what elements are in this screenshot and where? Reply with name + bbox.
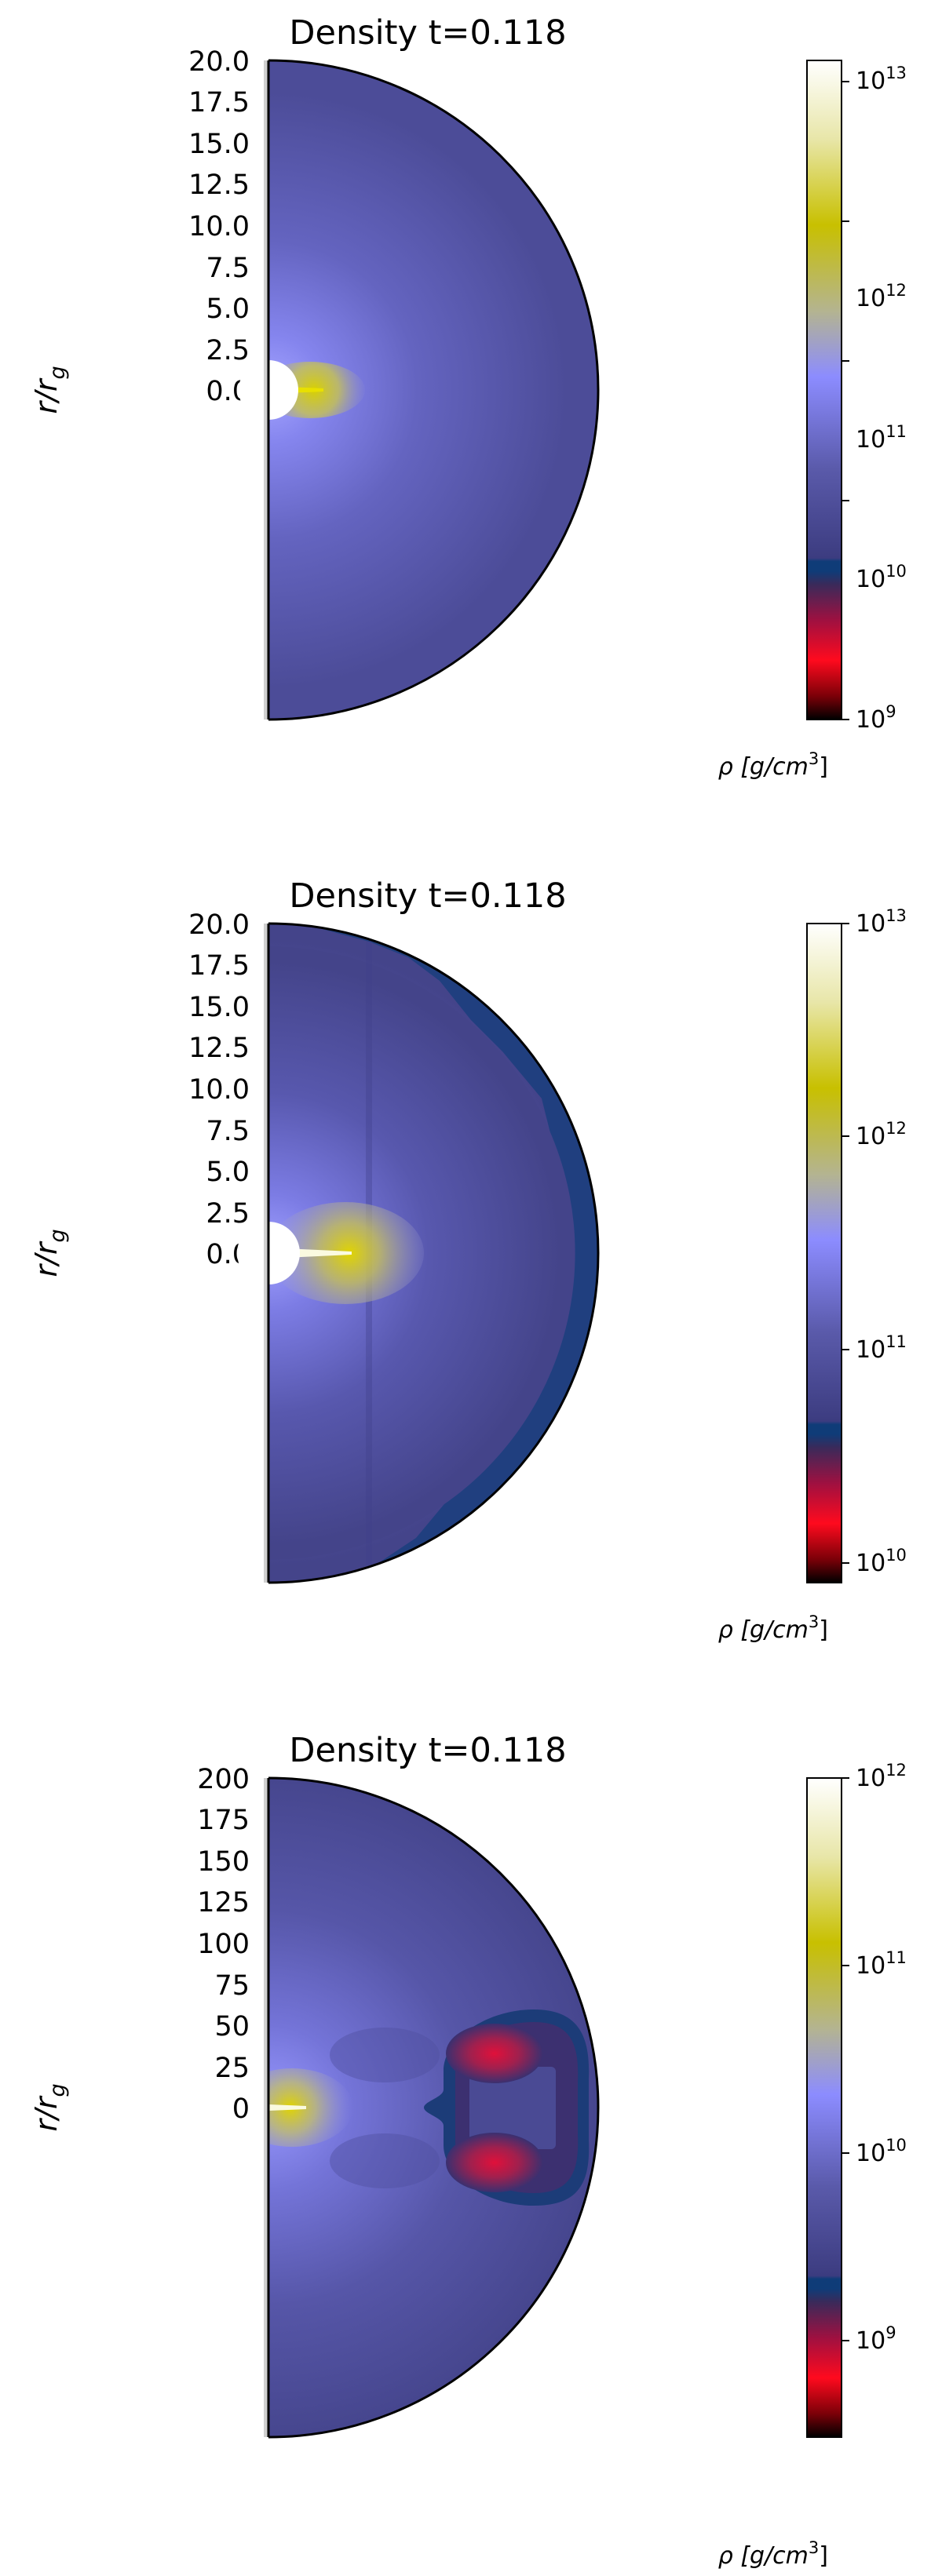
colorbar-tick-label: 109 (856, 702, 896, 734)
colorbar-tick-label: 1012 (856, 281, 907, 312)
svg-text:r/rg: r/rg (29, 2083, 70, 2131)
y-tick-label: 2.5 (206, 335, 250, 366)
density-panel-3: Density t=0.118 r/rg 200 175 150 125 100… (0, 1718, 942, 2576)
colorbar-ticks (842, 81, 849, 720)
colorbar-tick-label: 1010 (856, 2136, 907, 2167)
y-tick-labels: 200 175 150 125 100 75 50 25 0 (197, 1764, 250, 2125)
y-tick-label: 5.0 (206, 293, 250, 325)
colorbar-gradient (806, 923, 842, 1583)
colorbar-tick-label: 1012 (856, 1761, 907, 1792)
y-tick-label: 15.0 (188, 129, 250, 160)
svg-text:r/rg: r/rg (29, 1229, 70, 1277)
y-tick-label: 50 (214, 2011, 250, 2042)
colorbar-tick-label: 1011 (856, 422, 907, 454)
colorbar-tick-label: 1011 (856, 1332, 907, 1364)
y-tick-label: 20.0 (188, 909, 250, 941)
y-tick-label: 17.5 (188, 950, 250, 982)
y-tick-label: 25 (214, 2053, 250, 2084)
chart-title: Density t=0.118 (289, 876, 566, 916)
colorbar-label: ρ [g/cm3] (718, 1612, 828, 1644)
colorbar-tick-label: 1013 (856, 906, 907, 938)
colorbar: 1013 1012 1011 1010 109 ρ [g/cm3] (718, 60, 907, 781)
colorbar-tick-label: 1013 (856, 64, 907, 95)
y-tick-label: 12.5 (188, 1033, 250, 1064)
y-tick-label: 12.5 (188, 169, 250, 201)
y-tick-label: 2.5 (206, 1198, 250, 1230)
y-tick-label: 10.0 (188, 211, 250, 242)
colorbar-ticks (842, 923, 849, 1564)
svg-text:r/rg: r/rg (29, 366, 70, 414)
colorbar-tick-label: 1010 (856, 1546, 907, 1577)
y-tick-label: 7.5 (206, 253, 250, 284)
y-tick-label: 0 (232, 2093, 250, 2125)
y-tick-label: 200 (197, 1764, 250, 1795)
chart-title: Density t=0.118 (289, 1731, 566, 1770)
y-axis-label: r/rg (29, 366, 70, 414)
y-tick-label: 175 (197, 1805, 250, 1836)
colorbar-label: ρ [g/cm3] (718, 749, 828, 781)
colorbar-tick-labels: 1013 1012 1011 1010 109 (856, 64, 907, 734)
colorbar-tick-label: 1010 (856, 562, 907, 593)
y-tick-label: 75 (214, 1970, 250, 2002)
density-panel-2: Density t=0.118 r/rg 20.0 17.5 15.0 12.5… (0, 863, 942, 1722)
colorbar-tick-labels: 1013 1012 1011 1010 (856, 906, 907, 1577)
density-field (237, 922, 600, 1584)
y-tick-label: 10.0 (188, 1074, 250, 1106)
y-axis-label: r/rg (29, 1229, 70, 1277)
density-field (264, 1776, 600, 2439)
chart-title: Density t=0.118 (289, 13, 566, 53)
density-panel-1: Density t=0.118 r/rg 20.0 17.5 15.0 12.5… (0, 0, 942, 858)
colorbar-tick-label: 1011 (856, 1948, 907, 1980)
colorbar-ticks (842, 1777, 849, 2341)
colorbar-gradient (806, 60, 842, 720)
y-tick-label: 15.0 (188, 992, 250, 1023)
y-axis-label: r/rg (29, 2083, 70, 2131)
y-tick-label: 150 (197, 1846, 250, 1878)
y-tick-label: 125 (197, 1887, 250, 1918)
y-tick-label: 20.0 (188, 46, 250, 78)
colorbar: 1012 1011 1010 109 ρ [g/cm3] (718, 1761, 907, 2570)
y-tick-label: 5.0 (206, 1157, 250, 1188)
colorbar: 1013 1012 1011 1010 ρ [g/cm3] (718, 906, 907, 1644)
density-field (239, 59, 600, 721)
colorbar-tick-label: 109 (856, 2323, 896, 2355)
colorbar-tick-label: 1012 (856, 1119, 907, 1150)
y-tick-label: 7.5 (206, 1116, 250, 1147)
y-tick-labels: 20.0 17.5 15.0 12.5 10.0 7.5 5.0 2.5 0.0 (188, 909, 250, 1270)
y-tick-label: 100 (197, 1929, 250, 1960)
colorbar-tick-labels: 1012 1011 1010 109 (856, 1761, 907, 2355)
y-tick-label: 17.5 (188, 87, 250, 118)
colorbar-label: ρ [g/cm3] (718, 2538, 828, 2570)
colorbar-gradient (806, 1777, 842, 2438)
y-tick-labels: 20.0 17.5 15.0 12.5 10.0 7.5 5.0 2.5 0.0 (188, 46, 250, 407)
